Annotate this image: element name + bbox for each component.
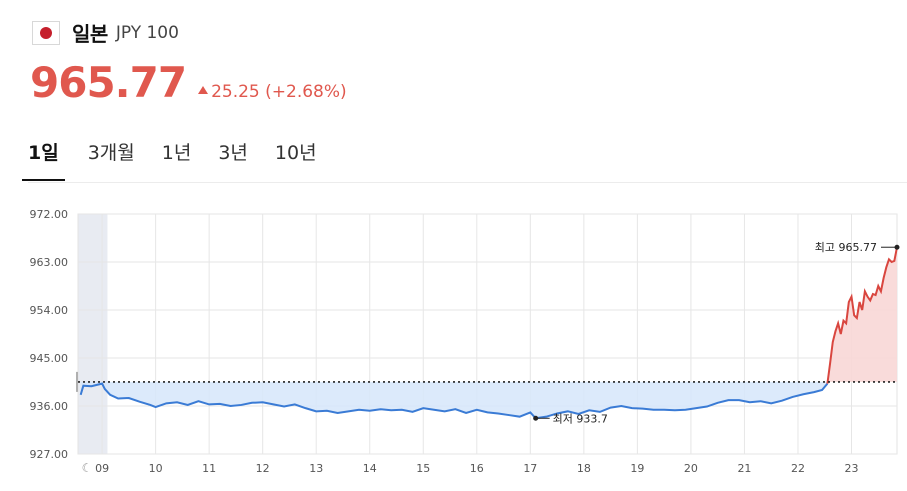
x-tick-label: 20 — [684, 462, 698, 475]
below-baseline-area — [80, 381, 828, 419]
price-change: 25.25 (+2.68%) — [211, 82, 347, 102]
series-line-up — [826, 247, 898, 384]
currency-code: JPY 100 — [115, 22, 179, 43]
x-tick-label: 16 — [470, 462, 484, 475]
tab-1-year[interactable]: 1년 — [161, 142, 192, 164]
x-tick-label: 14 — [363, 462, 377, 475]
high-marker — [894, 244, 900, 250]
high-label: 최고 965.77 — [815, 241, 877, 254]
x-tick-label: 19 — [630, 462, 644, 475]
x-tick-label: 10 — [149, 462, 163, 475]
y-tick-label: 954.00 — [30, 304, 69, 317]
x-tick-label: 21 — [737, 462, 751, 475]
quote-header: 일본 JPY 100 — [32, 18, 179, 47]
price-row: 965.77 25.25 (+2.68%) — [30, 58, 347, 107]
moon-icon: ☾ — [82, 461, 93, 475]
country-name: 일본 — [72, 22, 108, 46]
y-tick-label: 945.00 — [30, 352, 69, 365]
series-line-down — [79, 382, 829, 420]
plot-border — [77, 213, 898, 455]
tab-3-months[interactable]: 3개월 — [87, 142, 135, 164]
japan-flag-icon — [32, 20, 60, 45]
x-tick-label: 17 — [523, 462, 537, 475]
period-tabs: 1일 3개월 1년 3년 10년 — [22, 138, 344, 181]
x-tick-label: 09 — [95, 462, 109, 475]
y-tick-label: 936.00 — [30, 400, 69, 413]
x-tick-label: 11 — [202, 462, 216, 475]
above-baseline-area — [827, 247, 897, 384]
y-tick-label: 963.00 — [30, 256, 69, 269]
x-tick-label: 12 — [256, 462, 270, 475]
x-tick-label: 23 — [845, 462, 859, 475]
night-shade — [78, 214, 108, 454]
low-label: 최저 933.7 — [553, 412, 608, 425]
up-triangle-icon — [198, 86, 209, 94]
x-tick-label: 22 — [791, 462, 805, 475]
tab-3-years[interactable]: 3년 — [218, 142, 248, 164]
x-tick-label: 18 — [577, 462, 591, 475]
y-tick-label: 972.00 — [30, 208, 69, 221]
tab-1-day[interactable]: 1일 — [22, 138, 65, 181]
tab-10-years[interactable]: 10년 — [274, 142, 317, 164]
y-tick-label: 927.00 — [30, 448, 69, 461]
current-price: 965.77 — [30, 58, 187, 107]
tab-divider — [28, 182, 907, 183]
x-tick-label: 13 — [309, 462, 323, 475]
x-tick-label: 15 — [416, 462, 430, 475]
